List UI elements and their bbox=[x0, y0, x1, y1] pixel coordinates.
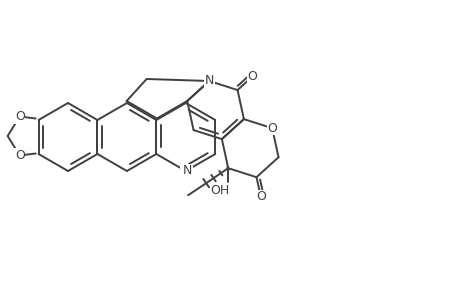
Text: O: O bbox=[247, 70, 257, 83]
Text: O: O bbox=[267, 122, 276, 135]
Text: N: N bbox=[181, 164, 190, 178]
Text: N: N bbox=[204, 74, 213, 88]
Text: N: N bbox=[182, 164, 191, 178]
Text: O: O bbox=[15, 110, 25, 123]
Text: OH: OH bbox=[210, 184, 230, 197]
Text: O: O bbox=[15, 149, 25, 162]
Text: O: O bbox=[255, 190, 265, 203]
